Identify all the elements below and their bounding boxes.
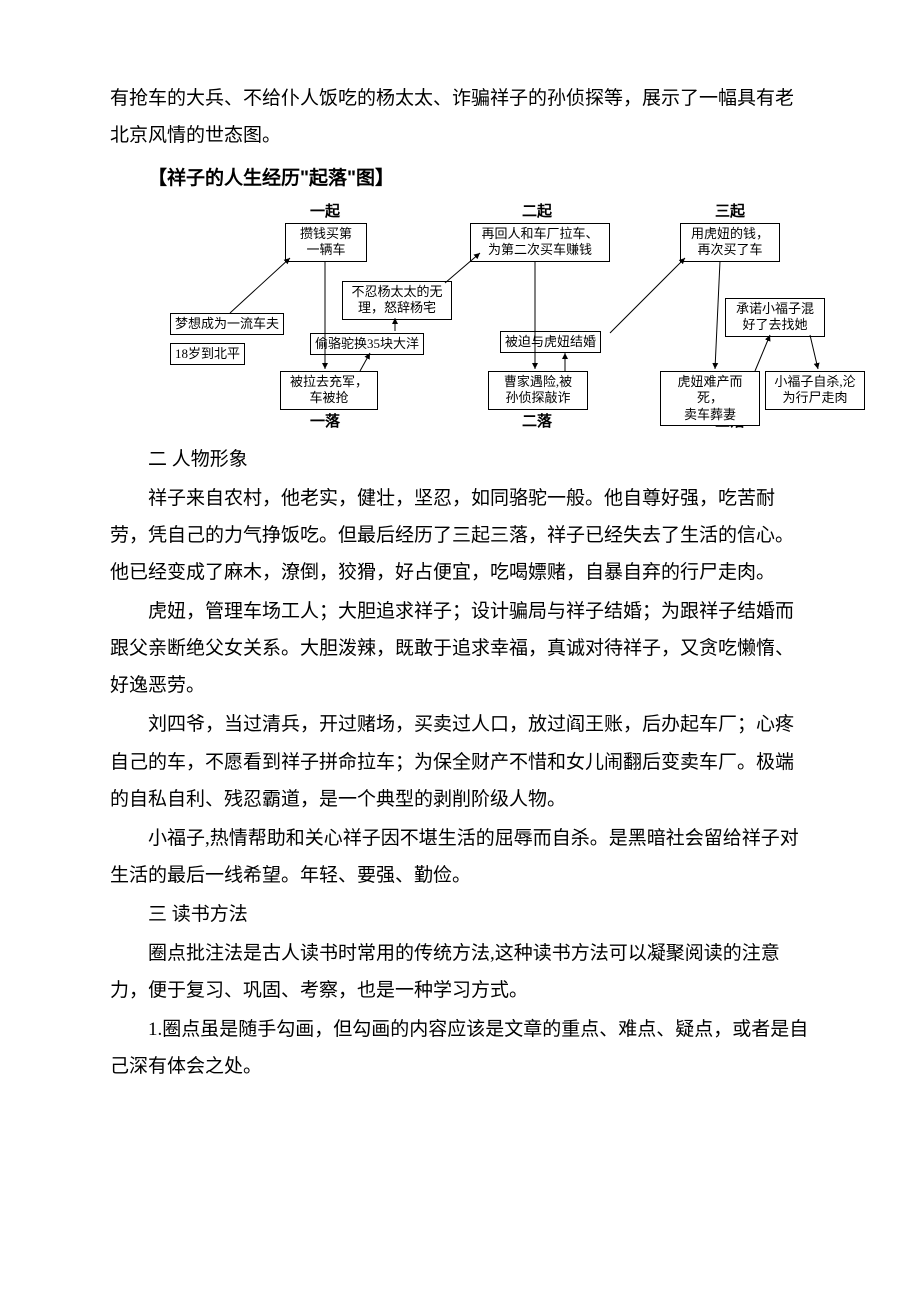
node-camel: 偷骆驼换35块大洋 xyxy=(310,333,424,355)
node-death: 虎妞难产而死，卖车葬妻 xyxy=(660,371,760,426)
section-3-title: 三 读书方法 xyxy=(110,896,810,933)
node-cao: 曹家遇险,被孙侦探敲诈 xyxy=(488,371,588,410)
section-2-title: 二 人物形象 xyxy=(110,441,810,478)
para-method-1: 圈点批注法是古人读书时常用的传统方法,这种读书方法可以凝聚阅读的注意力，便于复习… xyxy=(110,935,810,1009)
node-dream: 梦想成为一流车夫 xyxy=(170,313,284,335)
para-xiaofuzi: 小福子,热情帮助和关心祥子因不堪生活的屈辱而自杀。是黑暗社会留给祥子对生活的最后… xyxy=(110,820,810,894)
label-qi-1: 一起 xyxy=(300,203,350,222)
node-angry: 不忍杨太太的无理，怒辞杨宅 xyxy=(342,281,452,320)
para-xiangzi: 祥子来自农村，他老实，健壮，坚忍，如同骆驼一般。他自尊好强，吃苦耐劳，凭自己的力… xyxy=(110,480,810,591)
node-18: 18岁到北平 xyxy=(170,343,245,365)
qiluo-diagram: 一起 二起 三起 一落 二落 三落 梦想成为一流车夫 18岁到北平 攒钱买第一辆… xyxy=(170,203,850,433)
para-huniu: 虎妞，管理车场工人；大胆追求祥子；设计骗局与祥子结婚；为跟祥子结婚而跟父亲断绝父… xyxy=(110,593,810,704)
para-liusiye: 刘四爷，当过清兵，开过赌场，买卖过人口，放过阎王账，后办起车厂；心疼自己的车，不… xyxy=(110,706,810,817)
node-promise: 承诺小福子混好了去找她 xyxy=(725,298,825,337)
diagram-title: 【祥子的人生经历"起落"图】 xyxy=(110,160,810,197)
para-method-2: 1.圈点虽是随手勾画，但勾画的内容应该是文章的重点、难点、疑点，或者是自己深有体… xyxy=(110,1011,810,1085)
node-buy1: 攒钱买第一辆车 xyxy=(285,223,367,262)
label-qi-2: 二起 xyxy=(512,203,562,222)
node-buy3: 用虎妞的钱，再次买了车 xyxy=(680,223,780,262)
node-back: 再回人和车厂拉车、为第二次买车赚钱 xyxy=(470,223,610,262)
intro-tail-paragraph: 有抢车的大兵、不给仆人饭吃的杨太太、诈骗祥子的孙侦探等，展示了一幅具有老北京风情… xyxy=(110,80,810,154)
node-rob: 被拉去充军，车被抢 xyxy=(280,371,378,410)
node-marry: 被迫与虎妞结婚 xyxy=(500,331,601,353)
label-luo-2: 二落 xyxy=(512,413,562,432)
label-luo-1: 一落 xyxy=(300,413,350,432)
label-qi-3: 三起 xyxy=(705,203,755,222)
node-xiaofu: 小福子自杀,沦为行尸走肉 xyxy=(765,371,865,410)
